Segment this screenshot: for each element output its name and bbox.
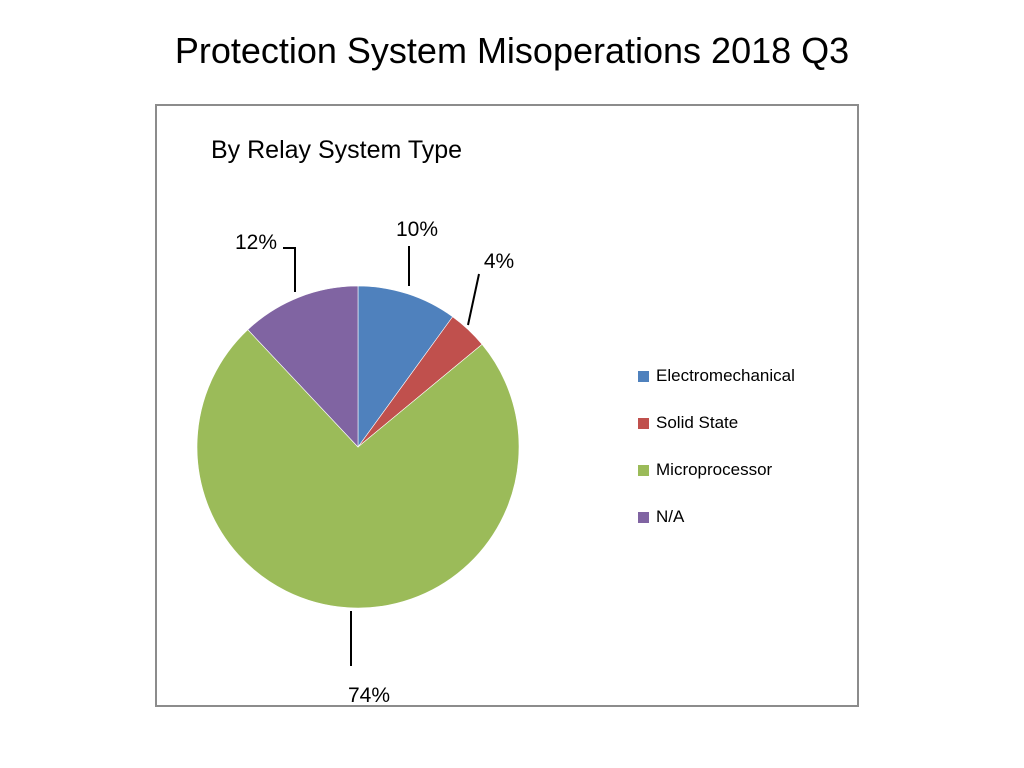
legend-label: Microprocessor — [656, 460, 773, 479]
data-label-electromechanical: 10% — [396, 218, 438, 241]
legend-item-microprocessor: Microprocessor — [638, 458, 848, 482]
legend-label: N/A — [656, 507, 685, 526]
page-title: Protection System Misoperations 2018 Q3 — [174, 30, 850, 71]
data-label-microprocessor: 74% — [348, 684, 390, 705]
legend-swatch — [638, 464, 649, 476]
legend-swatch — [638, 370, 649, 382]
legend-item-electromechanical: Electromechanical — [638, 364, 848, 388]
chart-frame: By Relay System Type 10% 4% 74% 12% Electro… — [155, 104, 859, 707]
pie-chart: 10% 4% 74% 12% — [196, 218, 520, 705]
legend: Electromechanical Solid State Microproce… — [638, 364, 848, 552]
legend-item-solid-state: Solid State — [638, 411, 848, 435]
legend-item-na: N/A — [638, 505, 848, 529]
legend-swatch — [638, 417, 649, 429]
leader-line-solid-state — [467, 273, 480, 326]
chart-title: By Relay System Type — [211, 136, 463, 164]
data-label-na: 12% — [235, 231, 277, 254]
pie-slice-electromechanical — [357, 285, 454, 448]
legend-label: Electromechanical — [656, 366, 795, 385]
pie-slice-na — [247, 285, 359, 448]
leader-line-na — [283, 247, 296, 292]
legend-label: Solid State — [656, 413, 739, 432]
legend-swatch — [638, 511, 649, 523]
pie-slice-microprocessor — [196, 329, 520, 609]
data-label-solid-state: 4% — [484, 250, 514, 273]
